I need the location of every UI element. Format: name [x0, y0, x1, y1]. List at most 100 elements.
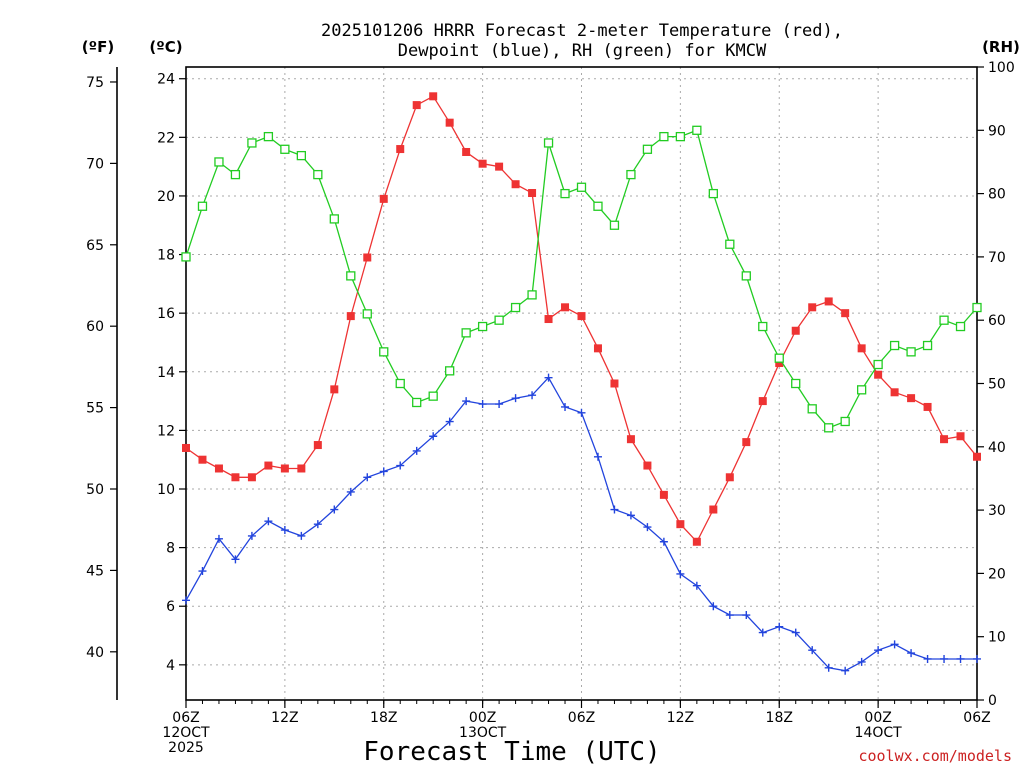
source-credit: coolwx.com/models	[858, 747, 1012, 765]
fahrenheit-tick-label: 60	[86, 319, 104, 335]
data-point	[461, 328, 471, 338]
data-point	[956, 432, 965, 441]
data-point	[659, 131, 669, 142]
data-point	[330, 505, 339, 514]
data-point	[511, 180, 520, 189]
rh-tick-label: 20	[988, 566, 1006, 582]
data-point	[330, 385, 339, 394]
data-point	[543, 138, 554, 148]
data-point	[297, 464, 306, 473]
data-point	[231, 555, 240, 564]
rh-tick-label: 90	[988, 123, 1006, 139]
fahrenheit-tick-label: 45	[86, 563, 104, 579]
data-point	[280, 526, 289, 535]
celsius-tick-label: 20	[157, 189, 175, 205]
data-point	[643, 461, 652, 470]
data-point	[758, 321, 768, 332]
data-point	[725, 239, 735, 249]
data-point	[346, 271, 356, 281]
data-point	[841, 309, 850, 318]
fahrenheit-tick-label: 55	[86, 401, 104, 417]
celsius-unit-label: (ºC)	[149, 38, 182, 56]
data-point	[610, 379, 619, 388]
time-tick-label: 12OCT	[162, 725, 210, 741]
data-point	[247, 473, 256, 482]
rh-unit-label: (RH)	[982, 38, 1020, 56]
data-point	[676, 569, 685, 578]
rh-tick-label: 40	[988, 440, 1006, 456]
data-point	[264, 461, 273, 470]
data-point	[708, 188, 718, 199]
series-rh	[181, 125, 982, 433]
time-tick-label: 06Z	[172, 710, 199, 726]
data-point	[709, 505, 718, 514]
data-point	[824, 423, 834, 433]
data-point	[478, 400, 487, 409]
series-2-meter-temperature	[182, 92, 981, 546]
data-point	[808, 303, 817, 312]
data-point	[511, 394, 520, 403]
rh-tick-label: 80	[988, 187, 1006, 203]
fahrenheit-tick-label: 40	[86, 645, 104, 661]
data-point	[528, 391, 537, 400]
data-point	[742, 611, 751, 620]
data-point	[214, 157, 224, 167]
data-point	[593, 452, 602, 461]
data-point	[626, 511, 635, 520]
time-tick-label: 00Z	[864, 710, 891, 726]
data-point	[477, 321, 488, 332]
data-point	[528, 189, 537, 198]
celsius-tick-label: 4	[166, 658, 175, 674]
data-point	[692, 537, 701, 546]
data-point	[659, 537, 668, 546]
data-point	[873, 359, 883, 370]
data-point	[676, 520, 685, 529]
data-point	[840, 416, 850, 427]
data-point	[774, 353, 784, 363]
data-point	[725, 611, 734, 620]
data-point	[478, 159, 487, 168]
data-point	[247, 138, 257, 148]
data-point	[280, 464, 289, 473]
data-point	[263, 131, 274, 142]
data-point	[725, 473, 734, 482]
data-point	[808, 646, 817, 655]
data-point	[642, 144, 653, 154]
celsius-tick-label: 12	[157, 423, 175, 439]
data-point	[874, 646, 883, 655]
data-point	[923, 654, 932, 663]
celsius-tick-label: 18	[157, 248, 175, 264]
data-point	[495, 162, 504, 171]
data-point	[593, 344, 602, 353]
rh-tick-label: 0	[988, 693, 997, 709]
data-point	[824, 663, 833, 672]
data-point	[824, 297, 833, 306]
series-layer	[181, 92, 982, 675]
data-point	[297, 531, 306, 540]
data-point	[593, 201, 603, 211]
data-point	[182, 443, 190, 452]
data-point	[857, 657, 866, 666]
time-tick-label: 13OCT	[459, 725, 507, 741]
data-point	[544, 315, 553, 324]
data-point	[807, 404, 817, 414]
data-point	[561, 402, 570, 411]
data-point	[214, 534, 223, 543]
celsius-tick-label: 8	[166, 541, 175, 557]
data-point	[922, 340, 933, 351]
data-point	[544, 373, 553, 382]
data-point	[889, 340, 900, 351]
data-point	[346, 487, 355, 496]
data-point	[329, 214, 339, 224]
data-point	[527, 290, 537, 300]
data-point	[709, 602, 718, 611]
data-point	[561, 303, 570, 312]
data-point	[675, 131, 686, 142]
data-point	[412, 101, 421, 110]
data-point	[495, 400, 504, 409]
fahrenheit-axis-ticks: 40 45 50 55 60 65 70 75	[86, 75, 117, 661]
data-point	[758, 397, 767, 406]
celsius-tick-label: 16	[157, 306, 175, 322]
